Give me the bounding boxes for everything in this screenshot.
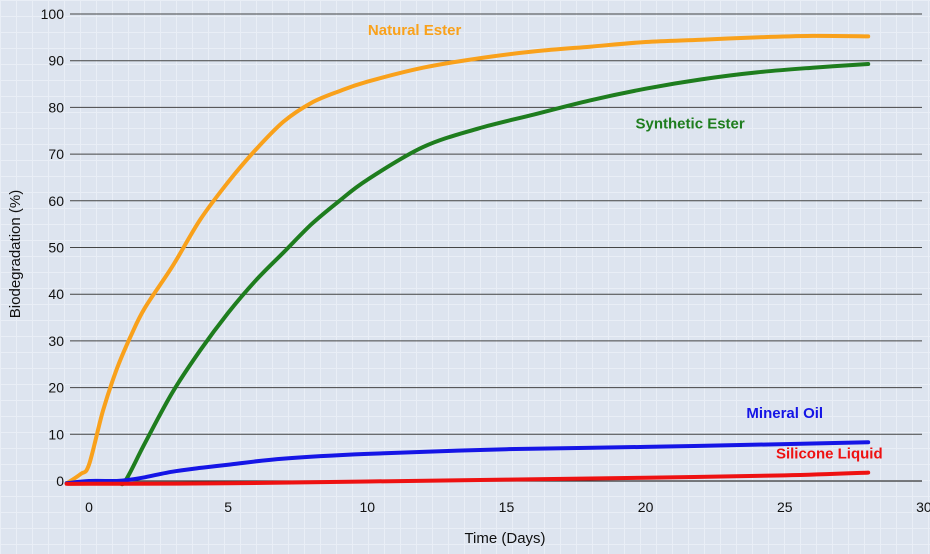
series-line-silicone-liquid (64, 470, 871, 486)
y-tick-labels: 0 10 20 30 40 50 60 70 80 90 100 (41, 6, 65, 489)
y-tick-label: 80 (48, 99, 64, 115)
x-tick-labels: 0 5 10 15 20 25 30 (85, 499, 930, 515)
series-line-mineral-oil (64, 440, 871, 486)
series-label-silicone-liquid: Silicone Liquid (776, 446, 883, 463)
x-axis-label: Time (Days) (464, 530, 545, 547)
series-lines (64, 33, 871, 487)
series-line-natural-ester (64, 33, 871, 486)
y-tick-label: 20 (48, 380, 64, 396)
series-label-mineral-oil: Mineral Oil (746, 405, 823, 422)
x-tick-label: 10 (360, 499, 376, 515)
y-axis-label: Biodegradation (%) (7, 190, 24, 318)
y-tick-label: 100 (41, 6, 65, 22)
y-tick-label: 40 (48, 286, 64, 302)
series-labels: Natural Ester Synthetic Ester Mineral Oil S… (368, 22, 883, 463)
series-label-synthetic-ester: Synthetic Ester (636, 115, 745, 132)
y-tick-label: 0 (56, 473, 64, 489)
y-tick-label: 30 (48, 333, 64, 349)
y-tick-label: 70 (48, 146, 64, 162)
x-tick-label: 15 (499, 499, 515, 515)
y-tick-label: 90 (48, 53, 64, 69)
y-tick-label: 60 (48, 193, 64, 209)
x-tick-label: 20 (638, 499, 654, 515)
x-tick-label: 25 (777, 499, 793, 515)
x-tick-label: 0 (85, 499, 93, 515)
x-tick-label: 5 (224, 499, 232, 515)
series-line-synthetic-ester (64, 62, 871, 487)
y-tick-label: 50 (48, 240, 64, 256)
series-label-natural-ester: Natural Ester (368, 22, 462, 39)
y-tick-label: 10 (48, 426, 64, 442)
x-tick-label: 30 (916, 499, 930, 515)
